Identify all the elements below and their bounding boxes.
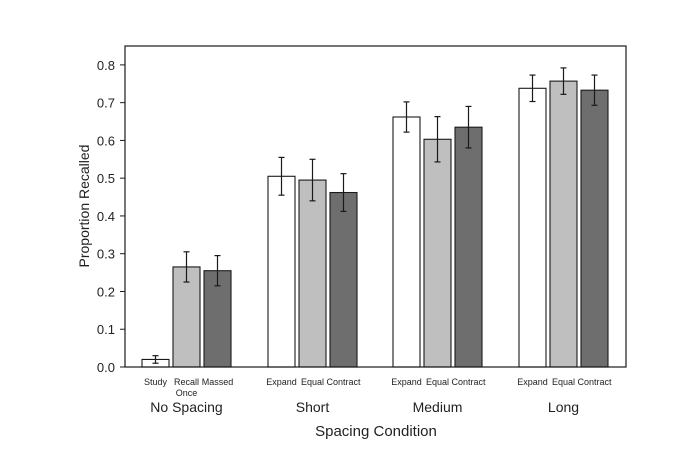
- x-axis-title: Spacing Condition: [315, 423, 437, 440]
- bar: [423, 138, 452, 368]
- y-tick-label: 0.3: [97, 247, 115, 262]
- plot-frame: [124, 45, 627, 368]
- y-tick-label: 0.5: [97, 171, 115, 186]
- bar: [549, 80, 578, 368]
- y-tick-label: 0.6: [97, 133, 115, 148]
- y-tick-label: 0.8: [97, 58, 115, 73]
- group-label: Long: [548, 399, 579, 415]
- bar-label: Expand: [391, 377, 422, 387]
- bar-label: Contract: [451, 377, 486, 387]
- bar-label: Equal: [301, 377, 324, 387]
- group-label: No Spacing: [150, 399, 222, 415]
- bar: [454, 126, 483, 368]
- bar-label: Expand: [266, 377, 297, 387]
- bars: [141, 67, 609, 368]
- bar: [518, 87, 547, 368]
- y-tick-label: 0.4: [97, 209, 115, 224]
- bar-label: Contract: [577, 377, 612, 387]
- y-tick-label: 0.0: [97, 360, 115, 375]
- bar-label: Equal: [426, 377, 449, 387]
- bar-label: Expand: [517, 377, 548, 387]
- y-tick-label: 0.7: [97, 96, 115, 111]
- bar: [298, 179, 327, 368]
- bar-label: Contract: [326, 377, 361, 387]
- bar: [580, 89, 609, 368]
- y-tick-label: 0.2: [97, 284, 115, 299]
- bar-label: Massed: [202, 377, 234, 387]
- bar-label: Study: [144, 377, 168, 387]
- group-label: Short: [296, 399, 330, 415]
- y-tick-label: 0.1: [97, 322, 115, 337]
- bar: [329, 191, 358, 368]
- bar: [392, 116, 421, 368]
- bar: [267, 175, 296, 368]
- bar-label: Equal: [552, 377, 575, 387]
- bar-label-line2: Once: [176, 388, 198, 398]
- group-label: Medium: [413, 399, 463, 415]
- y-axis: 0.0 0.1 0.2 0.3 0.4 0.5 0.6 0.7 0.8: [97, 58, 125, 375]
- bar-label: Recall: [174, 377, 199, 387]
- y-axis-title: Proportion Recalled: [76, 145, 92, 268]
